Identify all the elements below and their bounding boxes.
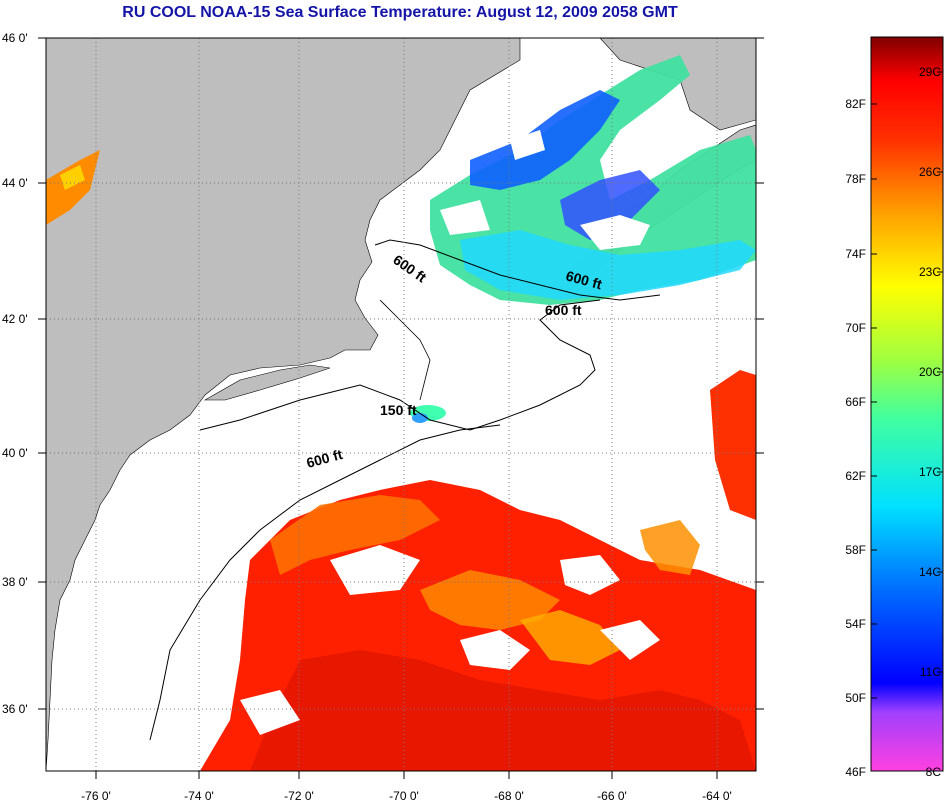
colorbar-f-label: 58F [845, 543, 866, 557]
colorbar-c-label: 29C [919, 65, 941, 79]
lat-label: 40 0' [2, 446, 28, 460]
contour-label: 150 ft [380, 402, 417, 418]
colorbar-f-label: 50F [845, 691, 866, 705]
colorbar [870, 36, 944, 772]
lon-label: -66 0' [597, 789, 627, 803]
lon-label: -70 0' [389, 789, 419, 803]
sst-warm-orange [270, 495, 440, 575]
sst-gulf-cyan [460, 230, 756, 300]
sst-bay-of-fundy [560, 170, 660, 240]
colorbar-f-label: 54F [845, 617, 866, 631]
colorbar-c-label: 20C [919, 365, 941, 379]
lat-label: 42 0' [2, 312, 28, 326]
colorbar-c-label: 14C [919, 565, 941, 579]
colorbar-f-label: 78F [845, 172, 866, 186]
map-title: RU COOL NOAA-15 Sea Surface Temperature:… [122, 4, 678, 21]
colorbar-c-label: 17C [919, 465, 941, 479]
contour-600ft-inner [199, 299, 601, 431]
lat-label: 44 0' [2, 176, 28, 190]
land-mainland [46, 38, 521, 771]
colorbar-f-label: 74F [845, 247, 866, 261]
lat-label: 46 0' [2, 31, 28, 45]
lon-label: -76 0' [81, 789, 111, 803]
contour-600ft-outer [149, 424, 501, 741]
colorbar-c-label: 26C [919, 165, 941, 179]
land-long-island [203, 364, 331, 401]
lon-label: -68 0' [494, 789, 524, 803]
colorbar-c-label: 11C [920, 665, 941, 679]
colorbar-f-label: 82F [845, 97, 866, 111]
lon-label: -72 0' [284, 789, 314, 803]
colorbar-c-label: 8C [926, 765, 942, 779]
lat-label: 36 0' [2, 702, 28, 716]
sst-gulf-blue [470, 90, 620, 190]
colorbar-f-label: 70F [845, 321, 866, 335]
colorbar-f-label: 46F [845, 765, 866, 779]
colorbar-f-label: 62F [845, 469, 866, 483]
sst-lake-patch [46, 150, 100, 225]
colorbar-c-label: 23C [919, 265, 941, 279]
contour-label: 600 ft [545, 302, 582, 318]
contour-600ft-north [374, 239, 661, 301]
lon-label: -64 0' [702, 789, 732, 803]
lon-label: -74 0' [184, 789, 214, 803]
lat-label: 38 0' [2, 575, 28, 589]
colorbar-f-label: 66F [845, 395, 866, 409]
